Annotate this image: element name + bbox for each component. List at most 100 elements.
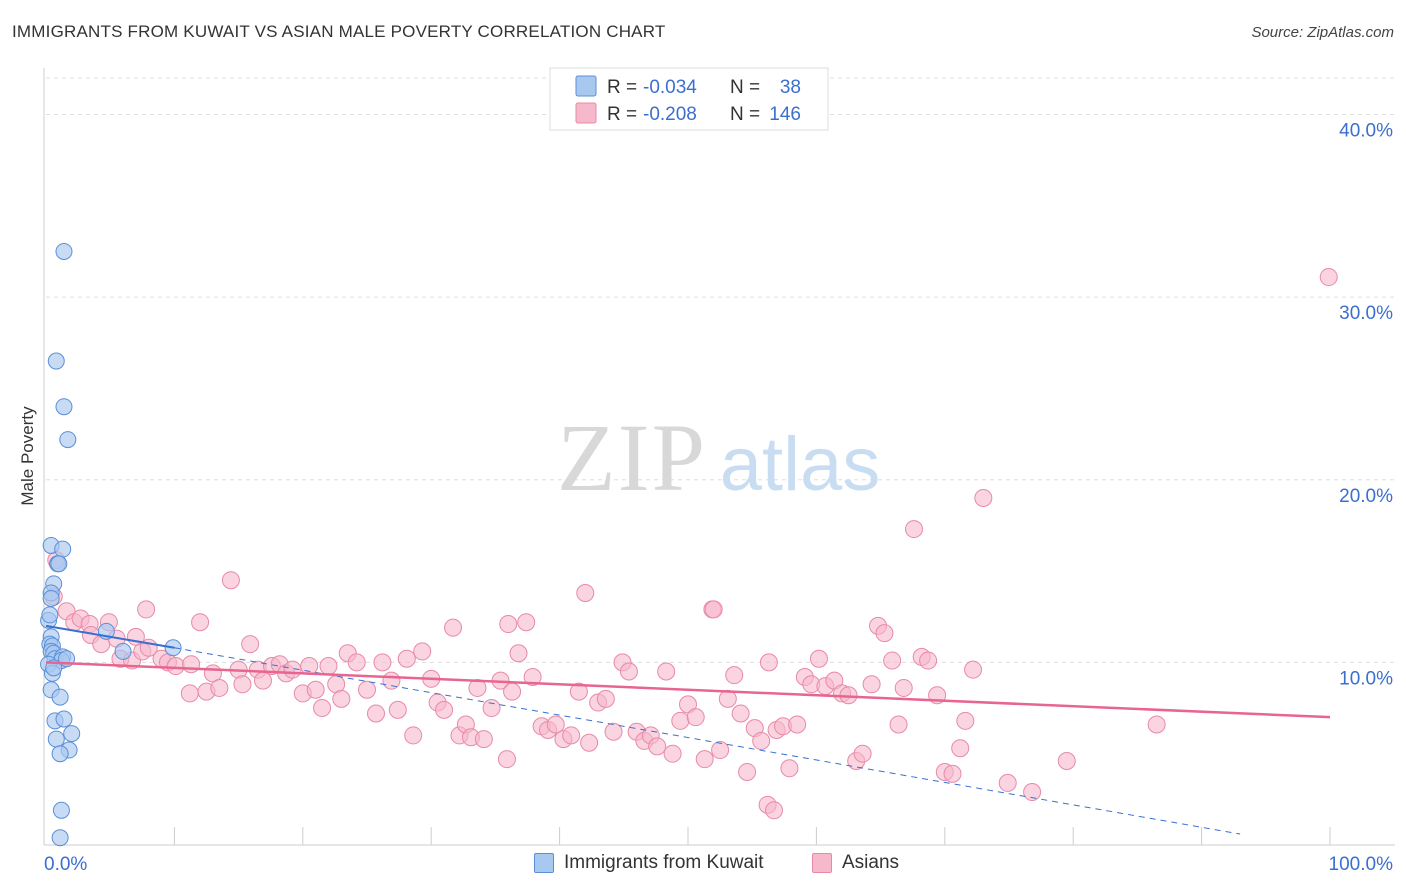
- legend: R = -0.034 N = 38 R = -0.208 N = 146: [549, 67, 829, 131]
- asians-point: [253, 671, 272, 690]
- asians-point: [780, 759, 799, 778]
- legend-item-asians[interactable]: Asians: [812, 852, 899, 874]
- legend-swatch-kuwait-bottom: [534, 853, 554, 873]
- asians-point: [358, 680, 376, 699]
- asians-trend-line: [45, 661, 1331, 719]
- chart-title: IMMIGRANTS FROM KUWAIT VS ASIAN MALE POV…: [12, 22, 666, 41]
- asians-point: [382, 671, 401, 690]
- kuwait-point: [63, 725, 81, 743]
- source-label: Source: ZipAtlas.com: [1251, 24, 1394, 41]
- asians-point: [604, 722, 623, 741]
- axes: [43, 68, 1395, 846]
- asians-point: [943, 764, 962, 783]
- asians-point: [397, 649, 416, 668]
- asians-point: [619, 662, 638, 681]
- y-tick-label: 20.0%: [1339, 486, 1393, 507]
- data-points: [40, 242, 1338, 847]
- asians-point: [596, 689, 615, 708]
- asians-point: [221, 571, 240, 590]
- legend-n-label-kuwait: N =: [730, 77, 760, 98]
- y-tick-label: 10.0%: [1339, 668, 1393, 689]
- kuwait-point: [59, 431, 77, 449]
- asians-point: [1023, 783, 1042, 802]
- legend-label-kuwait: Immigrants from Kuwait: [564, 852, 764, 873]
- asians-point: [435, 700, 454, 719]
- asians-point: [671, 711, 690, 730]
- legend-r-label-kuwait: R =: [607, 77, 637, 98]
- asians-point: [725, 666, 744, 685]
- asians-point: [180, 684, 199, 703]
- asians-point: [241, 635, 260, 654]
- asians-point: [853, 744, 872, 763]
- kuwait-point: [47, 352, 65, 370]
- asians-point: [517, 613, 536, 632]
- asians-point: [404, 726, 423, 745]
- asians-point: [366, 704, 385, 723]
- kuwait-trend-extension: [174, 647, 1241, 835]
- kuwait-point: [51, 829, 69, 847]
- asians-point: [191, 613, 210, 632]
- x-tick-label-min: 0.0%: [44, 854, 87, 875]
- asians-point: [509, 644, 528, 663]
- legend-item-kuwait[interactable]: Immigrants from Kuwait: [534, 852, 764, 874]
- legend-n-value-kuwait: 38: [780, 77, 801, 98]
- asians-point: [313, 699, 332, 718]
- asians-point: [894, 678, 913, 697]
- asians-point: [210, 678, 229, 697]
- asians-point: [562, 726, 581, 745]
- asians-point: [1057, 751, 1076, 770]
- asians-point: [731, 704, 750, 723]
- kuwait-point: [51, 688, 69, 706]
- series-legend: Immigrants from Kuwait Asians: [0, 850, 1406, 880]
- asians-point: [388, 700, 407, 719]
- asians-point: [657, 662, 676, 681]
- asians-point: [580, 733, 599, 752]
- asians-point: [569, 682, 588, 701]
- asians-point: [765, 801, 784, 820]
- asians-point: [686, 708, 705, 727]
- legend-n-value-asians: 146: [769, 104, 801, 125]
- kuwait-point: [52, 801, 70, 819]
- kuwait-point: [41, 606, 59, 624]
- asians-point: [951, 739, 970, 758]
- asians-point: [468, 678, 487, 697]
- kuwait-point: [42, 589, 60, 607]
- asians-point: [306, 680, 325, 699]
- y-tick-label: 30.0%: [1339, 303, 1393, 324]
- asians-point: [300, 657, 319, 676]
- asians-point: [759, 653, 778, 672]
- asians-point: [889, 715, 908, 734]
- asians-point: [373, 653, 392, 672]
- legend-r-label-asians: R =: [607, 104, 637, 125]
- asians-point: [332, 689, 351, 708]
- asians-point: [576, 583, 595, 602]
- asians-point: [904, 520, 923, 539]
- y-tick-label: 40.0%: [1339, 121, 1393, 142]
- watermark-atlas: atlas: [720, 422, 881, 507]
- asians-point: [137, 600, 156, 619]
- asians-point: [233, 675, 252, 694]
- watermark-zip: ZIP: [557, 404, 707, 511]
- asians-point: [663, 744, 682, 763]
- kuwait-point: [55, 710, 73, 728]
- asians-point: [919, 651, 938, 670]
- legend-swatch-asians-bottom: [812, 853, 832, 873]
- asians-point: [1319, 268, 1338, 287]
- asians-point: [319, 657, 338, 676]
- legend-r-value-kuwait: -0.034: [643, 77, 697, 98]
- kuwait-point: [54, 540, 72, 558]
- asians-point: [503, 682, 522, 701]
- asians-point: [704, 600, 723, 619]
- kuwait-point: [114, 642, 132, 660]
- kuwait-point: [47, 730, 65, 748]
- asians-point: [546, 715, 565, 734]
- asians-point: [752, 731, 771, 750]
- asians-point: [497, 750, 516, 769]
- legend-swatch-asians: [575, 102, 597, 124]
- asians-point: [998, 773, 1017, 792]
- asians-point: [482, 699, 501, 718]
- asians-point: [347, 653, 366, 672]
- asians-point: [499, 615, 518, 634]
- asians-point: [648, 737, 667, 756]
